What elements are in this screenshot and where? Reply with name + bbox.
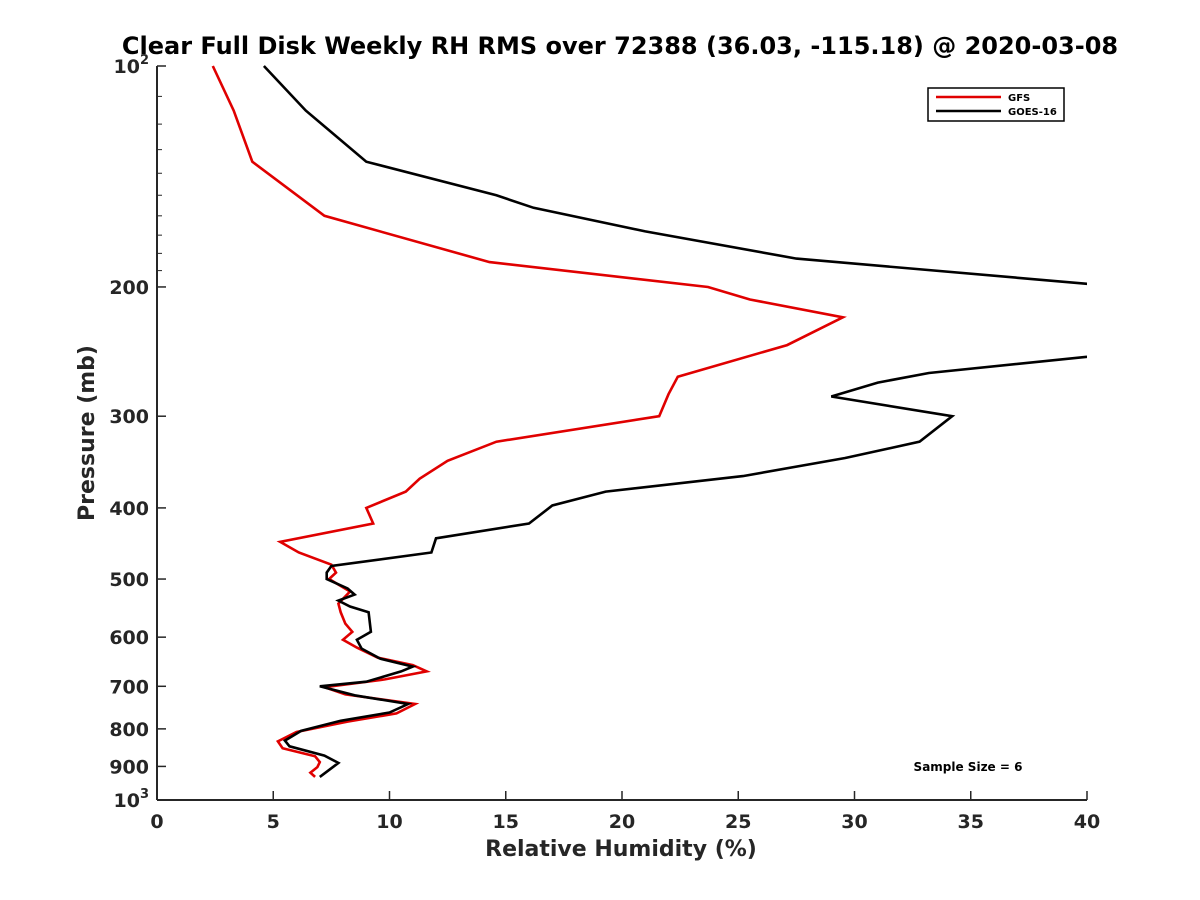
chart-title: Clear Full Disk Weekly RH RMS over 72388… [122, 32, 1118, 60]
x-tick-label: 5 [267, 811, 280, 833]
x-tick-label: 0 [150, 811, 163, 833]
x-tick-label: 10 [376, 811, 402, 833]
y-tick-label: 400 [109, 498, 149, 520]
x-ticks: 0 5 10 15 20 25 30 35 40 [150, 791, 1100, 833]
legend-label-goes16: GOES-16 [1008, 107, 1057, 118]
series-layer [211, 65, 1087, 778]
y-axis-label: Pressure (mb) [75, 345, 100, 521]
y-tick-label: 200 [109, 277, 149, 299]
sample-size-annotation: Sample Size = 6 [914, 760, 1023, 774]
y-tick-label: 300 [109, 406, 149, 428]
legend: GFS GOES-16 [927, 87, 1065, 122]
x-tick-label: 20 [609, 811, 635, 833]
x-axis-label: Relative Humidity (%) [485, 837, 757, 862]
x-tick-label: 40 [1074, 811, 1100, 833]
x-tick-label: 30 [841, 811, 867, 833]
x-tick-label: 15 [493, 811, 519, 833]
y-tick-label: 600 [109, 627, 149, 649]
legend-box [927, 87, 1065, 122]
y-tick-label: 800 [109, 719, 149, 741]
y-tick-label: 900 [109, 756, 149, 778]
y-tick-label: 500 [109, 569, 149, 591]
x-tick-label: 35 [958, 811, 984, 833]
series-line-goes16 [262, 65, 1087, 778]
legend-label-gfs: GFS [1008, 93, 1030, 104]
y-tick-label: 700 [109, 676, 149, 698]
x-tick-label: 25 [725, 811, 751, 833]
